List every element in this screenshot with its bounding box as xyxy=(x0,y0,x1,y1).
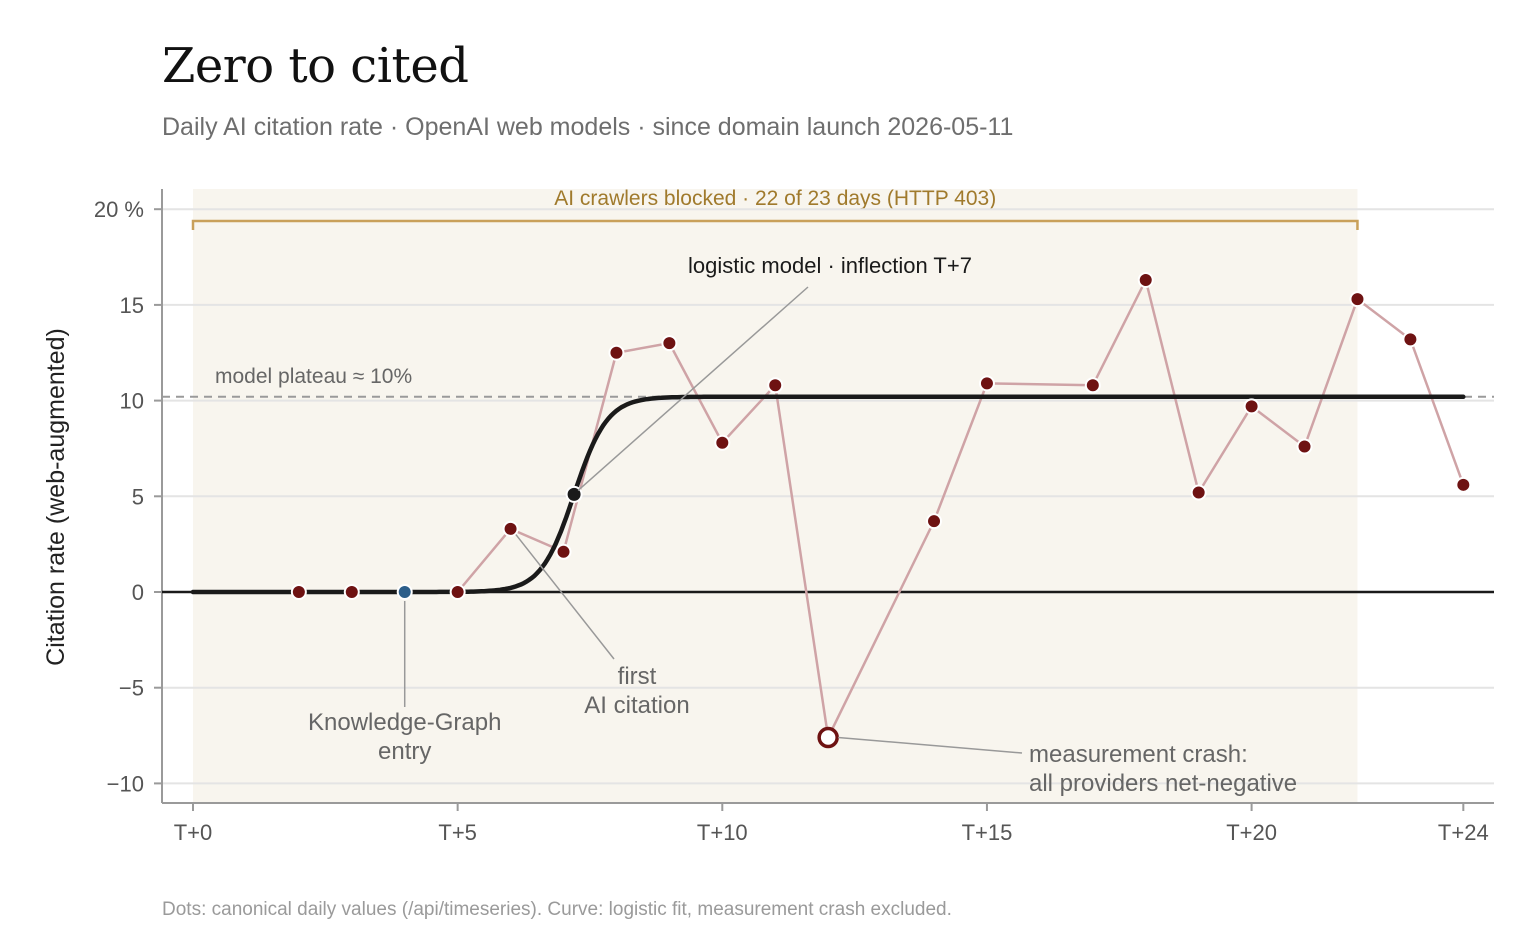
logistic-leader-line xyxy=(577,286,809,491)
footnote: Dots: canonical daily values (/api/times… xyxy=(162,899,952,920)
knowledge-graph-annotation-line2: entry xyxy=(378,738,431,765)
data-point xyxy=(1402,331,1419,348)
y-tick-label: −10 xyxy=(107,771,144,796)
data-point xyxy=(767,377,784,394)
knowledge-graph-point xyxy=(396,584,413,600)
data-point xyxy=(1137,272,1154,289)
logistic-annotation: logistic model · inflection T+7 xyxy=(688,253,972,278)
data-point xyxy=(978,375,995,392)
x-tick-label: T+10 xyxy=(697,820,748,845)
data-point xyxy=(661,335,678,352)
chart-title: Zero to cited xyxy=(162,38,469,94)
x-tick-label: T+20 xyxy=(1226,820,1277,845)
data-point xyxy=(555,543,572,560)
first-citation-leader-line xyxy=(515,534,615,660)
data-point xyxy=(714,434,731,451)
data-point xyxy=(1296,438,1313,455)
x-tick-label: T+5 xyxy=(438,820,477,845)
y-tick-label: 5 xyxy=(132,484,144,509)
x-tick-label: T+24 xyxy=(1438,820,1489,845)
y-tick-label: 20 % xyxy=(94,197,144,222)
plateau-label: model plateau ≈ 10% xyxy=(215,365,412,388)
x-tick-label: T+15 xyxy=(962,820,1013,845)
y-tick-label: 10 xyxy=(120,389,144,414)
data-point xyxy=(343,584,360,600)
y-tick-label: 0 xyxy=(132,580,144,605)
series-layer xyxy=(190,272,1472,749)
inflection-point xyxy=(565,485,583,503)
x-tick-label: T+0 xyxy=(174,820,213,845)
y-tick-label: 15 xyxy=(120,293,144,318)
axes-layer: −10 −5 0 5 10 15 20 % T+0 T+5 T+10 T+15 T+20 T+24 xyxy=(94,189,1494,845)
data-point xyxy=(1455,476,1472,493)
data-point xyxy=(926,513,943,530)
blocked-band-bracket xyxy=(191,219,1359,230)
data-point xyxy=(449,584,466,600)
crash-leader-line xyxy=(838,736,1023,754)
data-point xyxy=(290,584,307,600)
first-citation-annotation-line2: AI citation xyxy=(584,692,689,719)
chart-subtitle: Daily AI citation rate · OpenAI web mode… xyxy=(162,113,1014,141)
data-point xyxy=(1349,291,1366,308)
data-point xyxy=(1084,377,1101,394)
data-point xyxy=(1243,398,1260,415)
data-point xyxy=(502,520,519,537)
y-tick-label: −5 xyxy=(119,676,144,701)
knowledge-graph-annotation-line1: Knowledge-Graph xyxy=(308,709,501,736)
first-citation-annotation-line1: first xyxy=(618,663,657,690)
y-axis-label: Citation rate (web-augmented) xyxy=(42,328,70,666)
data-point xyxy=(608,344,625,361)
crash-annotation-line1: measurement crash: xyxy=(1029,741,1248,768)
crash-point xyxy=(817,726,839,749)
blocked-band-label: AI crawlers blocked · 22 of 23 days (HTT… xyxy=(554,187,996,210)
data-point xyxy=(1190,484,1207,501)
crash-annotation-line2: all providers net-negative xyxy=(1029,770,1297,797)
